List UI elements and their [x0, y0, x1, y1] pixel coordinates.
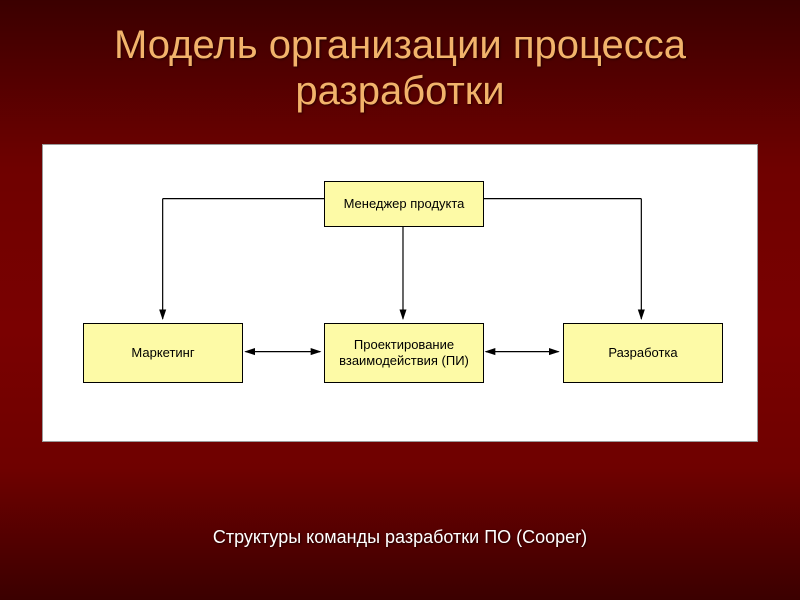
slide: Модель организации процесса разработки [0, 0, 800, 600]
node-label: Маркетинг [131, 345, 194, 361]
diagram-panel: Менеджер продукта Маркетинг Проектирован… [42, 144, 758, 442]
node-ux-design: Проектирование взаимодействия (ПИ) [324, 323, 484, 383]
node-label: Разработка [608, 345, 677, 361]
node-product-manager: Менеджер продукта [324, 181, 484, 227]
slide-title: Модель организации процесса разработки [0, 0, 800, 124]
node-development: Разработка [563, 323, 723, 383]
slide-caption: Структуры команды разработки ПО (Cooper) [0, 527, 800, 548]
node-label: Проектирование взаимодействия (ПИ) [329, 337, 479, 368]
node-marketing: Маркетинг [83, 323, 243, 383]
diagram-canvas: Менеджер продукта Маркетинг Проектирован… [43, 145, 757, 441]
node-label: Менеджер продукта [344, 196, 465, 212]
